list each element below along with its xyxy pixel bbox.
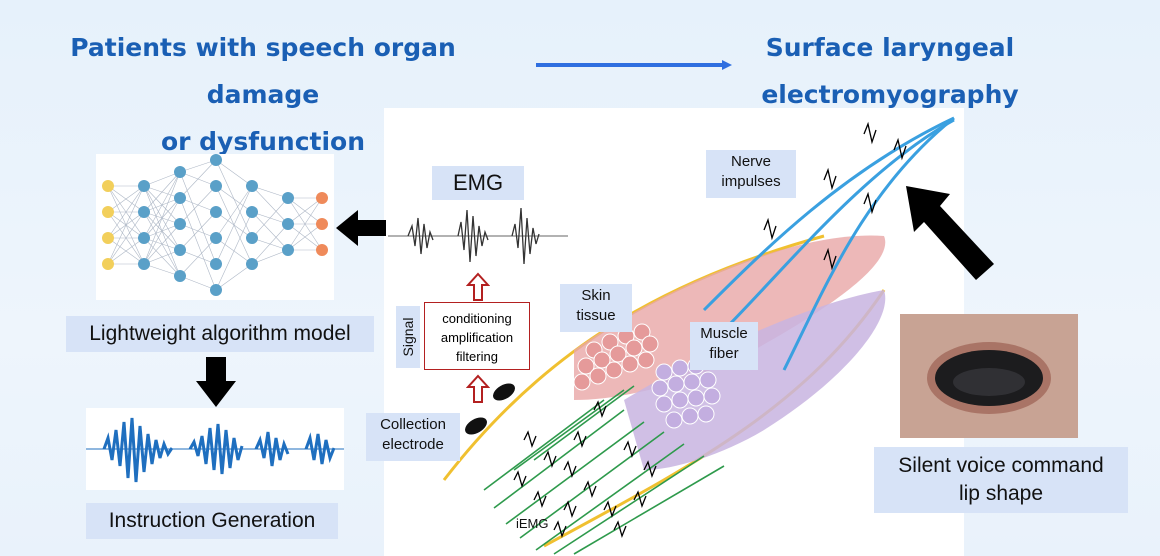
title-right: Surface laryngeal electromyography bbox=[740, 24, 1040, 118]
filtering-text: filtering bbox=[456, 349, 498, 364]
skin-tissue-label: Skin tissue bbox=[560, 284, 632, 332]
collection-electrode-label: Collection electrode bbox=[366, 413, 460, 461]
algorithm-model-label: Lightweight algorithm model bbox=[66, 316, 374, 352]
title-left: Patients with speech organ damage or dys… bbox=[18, 24, 508, 165]
title-right-line1: Surface laryngeal bbox=[765, 33, 1015, 62]
title-right-line2: electromyography bbox=[761, 80, 1019, 109]
iemg-label: iEMG bbox=[516, 516, 549, 531]
amplification-text: amplification bbox=[440, 330, 514, 345]
title-left-line1: Patients with speech organ damage bbox=[70, 33, 456, 109]
signal-label: Signal bbox=[396, 306, 420, 368]
neural-network-icon bbox=[102, 154, 328, 296]
arrow-up-outline-icon bbox=[466, 272, 490, 301]
waveform-icon bbox=[86, 417, 344, 483]
silent-voice-command-label: Silent voice command lip shape bbox=[874, 447, 1128, 513]
emg-waveform-icon bbox=[388, 207, 568, 265]
arrow-up-outline-icon-2 bbox=[466, 374, 490, 403]
instruction-generation-label: Instruction Generation bbox=[86, 503, 338, 539]
flow-arrow-icon bbox=[536, 60, 732, 70]
arrow-from-lips-icon bbox=[906, 186, 994, 280]
signal-processing-box: conditioning amplification filtering bbox=[424, 302, 530, 370]
mouth-photo bbox=[900, 314, 1078, 438]
arrow-to-model-icon bbox=[336, 210, 386, 246]
electrode-icon bbox=[465, 383, 515, 435]
nerve-impulses-label: Nerve impulses bbox=[706, 150, 796, 198]
conditioning-text: conditioning bbox=[442, 311, 512, 326]
arrow-down-icon bbox=[196, 357, 236, 407]
instruction-waveform-panel bbox=[86, 408, 344, 490]
muscle-fiber-label: Muscle fiber bbox=[690, 322, 758, 370]
title-left-line2: or dysfunction bbox=[160, 127, 366, 156]
neural-network-panel bbox=[96, 154, 334, 300]
muscle-illustration bbox=[442, 116, 955, 555]
emg-label: EMG bbox=[432, 166, 524, 200]
